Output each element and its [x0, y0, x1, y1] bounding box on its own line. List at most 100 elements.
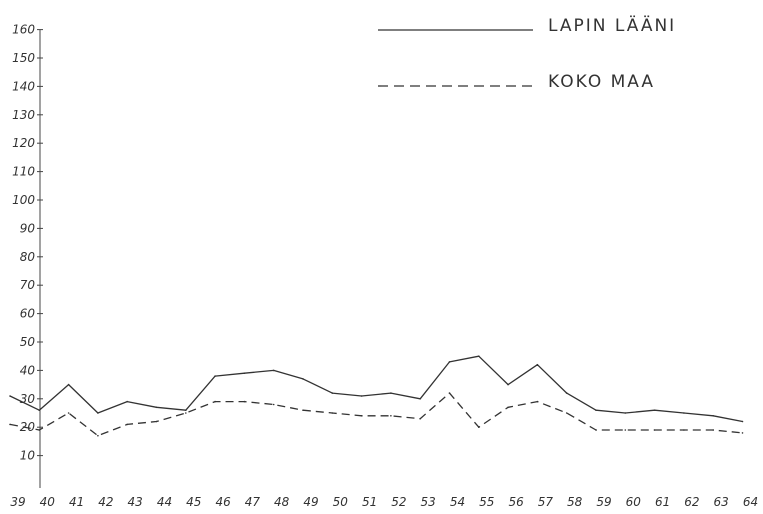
- y-tick-label: 90: [20, 221, 36, 235]
- x-tick-label: 58: [567, 495, 583, 509]
- x-tick-label: 49: [303, 495, 318, 509]
- x-tick-label: 60: [626, 495, 642, 509]
- data-point: [624, 429, 627, 431]
- y-tick-label: 50: [20, 335, 36, 349]
- x-tick-label: 64: [743, 495, 758, 509]
- data-point: [67, 412, 70, 414]
- data-point: [419, 398, 422, 400]
- y-tick-label: 100: [12, 193, 35, 207]
- x-tick-label: 42: [98, 495, 113, 509]
- data-point: [331, 412, 334, 414]
- x-tick-label: 56: [508, 495, 524, 509]
- data-point: [653, 409, 656, 412]
- x-tick-label: 51: [362, 495, 377, 509]
- data-point: [390, 392, 392, 394]
- x-tick-label: 50: [333, 495, 349, 509]
- data-point: [126, 423, 128, 426]
- data-point: [97, 412, 99, 414]
- data-point: [214, 375, 216, 377]
- data-point: [595, 409, 597, 412]
- data-point: [155, 406, 158, 409]
- x-axis-ticks: 39 40 41 42 43 44 45 46 47 48 49 50 51 52 53 54 55 56 57 58…: [10, 495, 758, 509]
- data-point: [565, 392, 568, 394]
- y-tick-label: 30: [20, 392, 36, 406]
- data-point: [272, 369, 275, 372]
- data-point: [9, 395, 11, 397]
- y-tick-label: 70: [20, 278, 36, 292]
- series-line-koko-maa: [9, 392, 743, 437]
- x-tick-label: 52: [391, 495, 406, 509]
- data-point: [243, 372, 246, 375]
- data-point: [536, 400, 539, 403]
- x-tick-label: 55: [479, 495, 494, 509]
- data-point: [360, 395, 363, 397]
- x-tick-label: 46: [215, 495, 231, 509]
- x-tick-label: 63: [714, 495, 729, 509]
- x-tick-label: 40: [40, 495, 56, 509]
- data-point: [624, 412, 627, 414]
- data-point: [9, 423, 11, 426]
- data-point: [272, 403, 275, 406]
- data-point: [302, 378, 304, 380]
- series-line-lapin-laani: [9, 355, 743, 423]
- data-point: [67, 383, 70, 386]
- data-point: [653, 429, 656, 431]
- data-point: [97, 434, 99, 437]
- x-tick-label: 61: [655, 495, 670, 509]
- data-point: [302, 409, 304, 412]
- data-point: [331, 392, 334, 394]
- data-point: [478, 355, 480, 358]
- x-tick-label: 59: [596, 495, 611, 509]
- data-point: [507, 406, 509, 409]
- data-point: [683, 412, 685, 414]
- x-tick-label: 53: [421, 495, 436, 509]
- legend-label-koko-maa: KOKO MAA: [548, 72, 655, 92]
- y-tick-label: 120: [12, 136, 35, 150]
- series-layer: [9, 355, 744, 437]
- data-point: [185, 412, 187, 414]
- data-point: [712, 429, 714, 431]
- data-point: [565, 412, 568, 414]
- data-point: [683, 429, 685, 431]
- data-point: [243, 400, 246, 403]
- data-point: [448, 392, 451, 394]
- data-point: [741, 420, 744, 423]
- x-tick-label: 39: [10, 495, 25, 509]
- data-point: [507, 383, 509, 386]
- x-tick-label: 44: [157, 495, 172, 509]
- data-point: [38, 429, 41, 431]
- x-tick-label: 41: [69, 495, 84, 509]
- x-tick-label: 43: [128, 495, 143, 509]
- data-point: [360, 415, 363, 417]
- data-point: [38, 409, 41, 412]
- x-tick-label: 54: [450, 495, 465, 509]
- x-tick-label: 48: [274, 495, 290, 509]
- x-tick-label: 62: [684, 495, 699, 509]
- y-tick-label: 130: [12, 108, 35, 122]
- y-tick-label: 150: [12, 51, 35, 65]
- data-point: [536, 363, 539, 366]
- y-tick-label: 110: [12, 165, 35, 179]
- y-tick-label: 80: [20, 250, 36, 264]
- y-tick-label: 10: [20, 449, 36, 463]
- data-point: [155, 420, 158, 423]
- x-tick-label: 47: [245, 495, 261, 509]
- data-point: [185, 409, 187, 412]
- data-point: [712, 415, 714, 417]
- y-tick-label: 160: [12, 23, 35, 37]
- data-point: [419, 417, 422, 420]
- data-point: [126, 400, 128, 403]
- y-tick-label: 60: [20, 307, 36, 321]
- x-tick-label: 57: [538, 495, 554, 509]
- x-tick-label: 45: [186, 495, 201, 509]
- data-point: [214, 400, 216, 403]
- y-tick-label: 40: [20, 363, 36, 377]
- y-tick-label: 140: [12, 79, 35, 93]
- data-point: [390, 415, 392, 417]
- data-point: [595, 429, 597, 431]
- data-point: [741, 432, 744, 434]
- legend: LAPIN LÄÄNI KOKO MAA: [378, 15, 674, 92]
- data-point: [478, 426, 480, 429]
